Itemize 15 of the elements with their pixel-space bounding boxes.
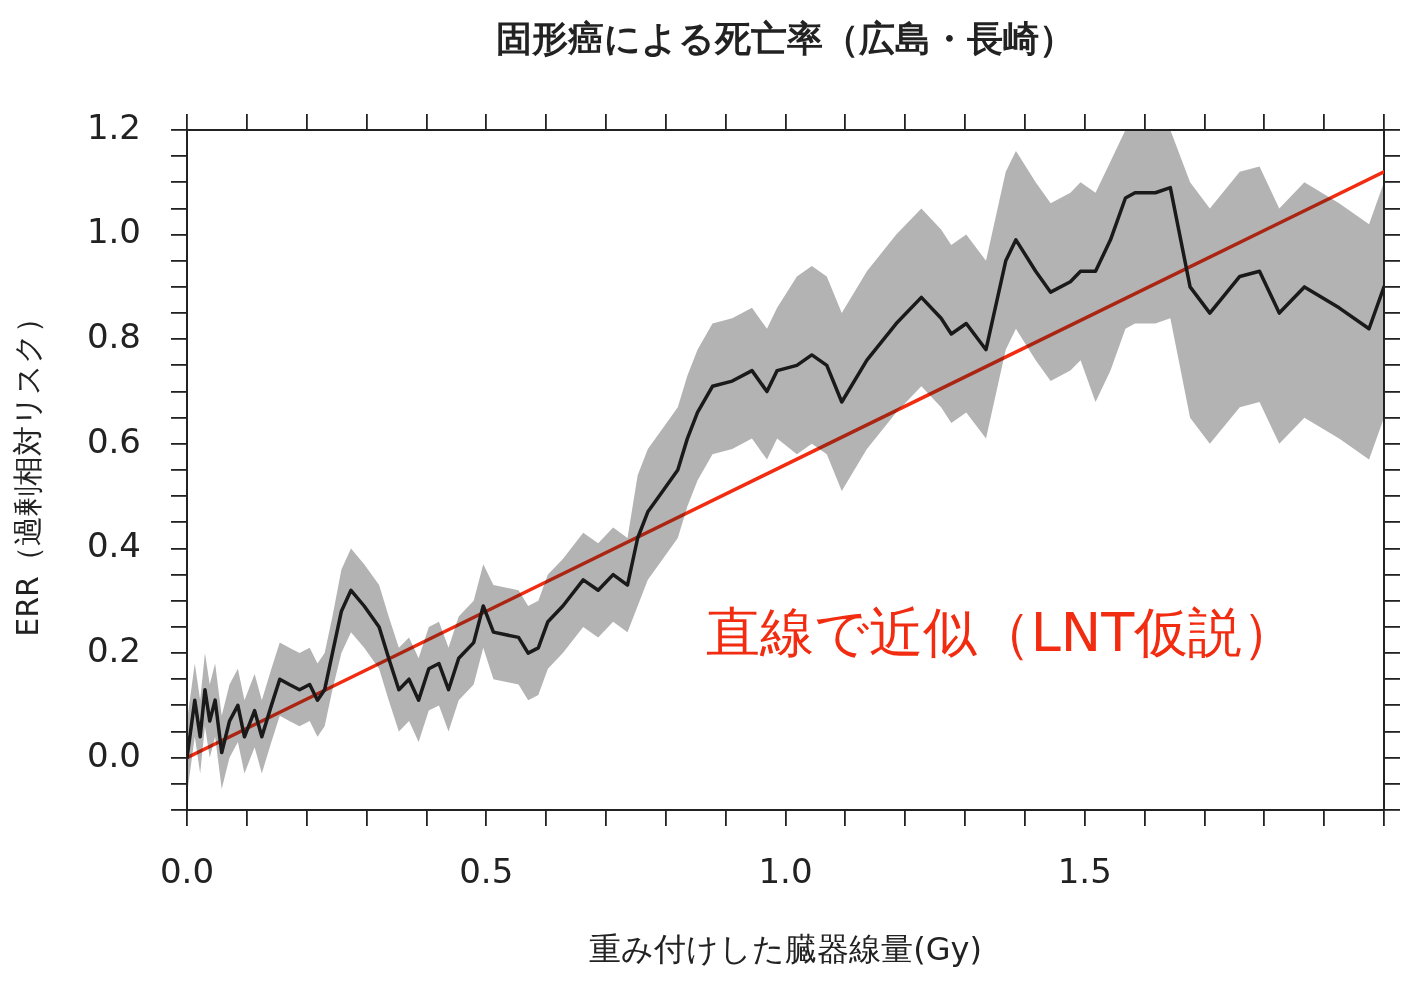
y-tick-label: 1.2 <box>86 106 141 147</box>
y-axis-title: ERR（過剰相対リスク） <box>9 303 45 637</box>
x-tick-label: 1.5 <box>1057 851 1112 892</box>
annotation: 直線で近似（LNT仮説） <box>705 600 1297 664</box>
x-tick-label: 1.0 <box>758 851 813 892</box>
x-tick-label: 0.0 <box>159 851 215 892</box>
x-tick-label: 0.5 <box>459 851 514 892</box>
y-tick-label: 0.8 <box>86 316 141 357</box>
y-tick-label: 0.2 <box>86 629 141 670</box>
y-tick-label: 0.4 <box>86 525 141 566</box>
y-tick-label: 0.6 <box>86 420 141 461</box>
x-axis-title: 重み付けした臓器線量(Gy) <box>589 930 982 969</box>
y-tick-label: 1.0 <box>86 211 141 252</box>
chart-title: 固形癌による死亡率（広島・長崎） <box>496 18 1075 60</box>
y-tick-label: 0.0 <box>86 734 141 775</box>
